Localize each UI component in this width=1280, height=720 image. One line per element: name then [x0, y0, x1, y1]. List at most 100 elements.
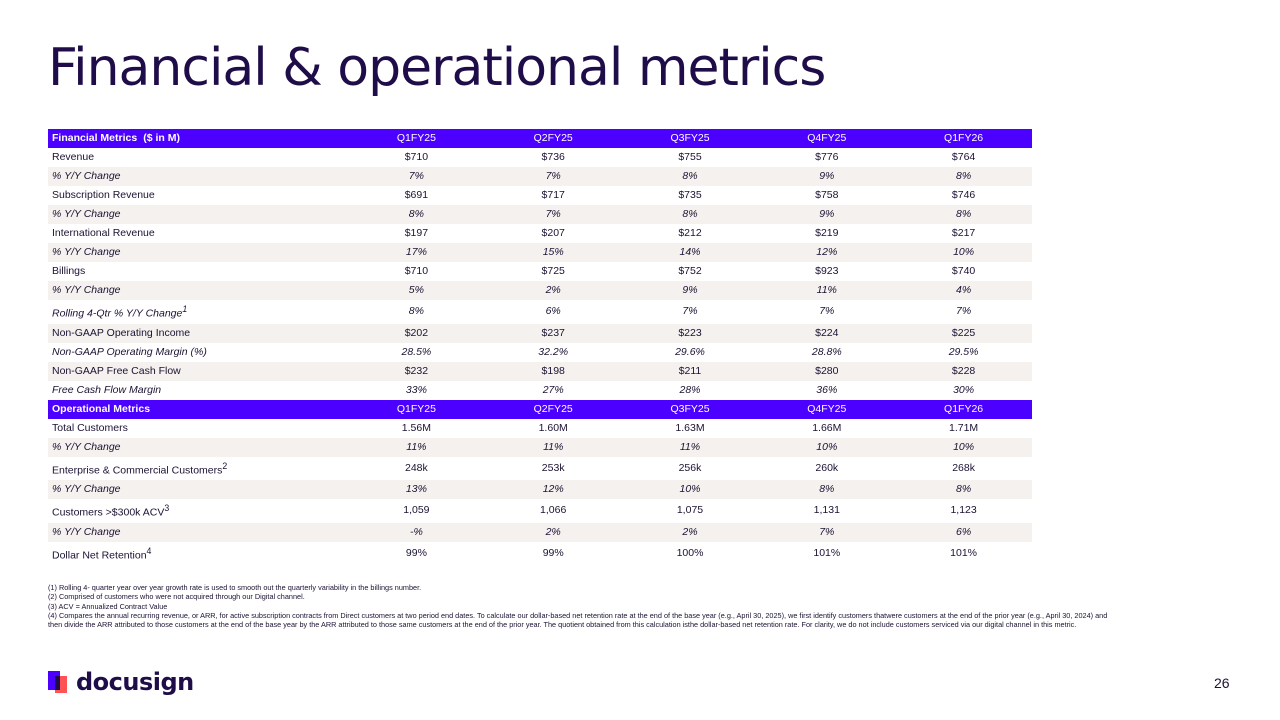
table-row: Enterprise & Commercial Customers2 248k … — [48, 457, 1032, 481]
table-cell: $232 — [404, 364, 429, 377]
table-cell: $202 — [404, 326, 429, 339]
operational-header-row: Operational Metrics Q1FY25 Q2FY25 Q3FY25… — [48, 399, 1032, 419]
table-cell: $212 — [678, 227, 702, 239]
metrics-table: Financial Metrics ($ in M) Q1FY25 Q2FY25 … — [48, 129, 1032, 565]
row-label: % Y/Y Change — [52, 284, 121, 296]
table-cell: 11% — [406, 440, 427, 453]
table-cell: 29.5% — [948, 345, 979, 358]
row-label: International Revenue — [52, 227, 155, 239]
column-header-q4fy25: Q4FY25 — [807, 402, 847, 415]
table-cell: 8% — [819, 483, 835, 495]
table-cell: 11% — [679, 440, 701, 453]
page-title: Financial & operational metrics — [48, 38, 826, 98]
table-cell: 10% — [679, 483, 701, 495]
column-header-q1fy26: Q1FY26 — [944, 402, 984, 415]
table-row: Non-GAAP Operating Income $202 $237 $223… — [48, 323, 1032, 343]
table-cell: 1,131 — [813, 504, 840, 517]
row-label: Dollar Net Retention4 — [48, 542, 348, 566]
footnote-2: (2) Comprised of customers who were not … — [48, 592, 305, 602]
page-number: 26 — [1214, 675, 1230, 691]
row-label: Customers >$300k ACV3 — [48, 499, 348, 523]
table-cell: 7% — [408, 170, 424, 182]
table-cell: $725 — [541, 265, 565, 277]
row-label: Subscription Revenue — [52, 189, 155, 201]
column-header-q4fy25: Q4FY25 — [807, 132, 847, 144]
table-cell: 10% — [816, 440, 838, 453]
table-cell: 1,059 — [403, 504, 430, 517]
table-row: Rolling 4-Qtr % Y/Y Change1 8% 6% 7% 7% … — [48, 300, 1032, 324]
table-cell: $776 — [815, 151, 839, 163]
column-header-q2fy25: Q2FY25 — [533, 402, 573, 415]
column-header-q3fy25: Q3FY25 — [670, 132, 710, 144]
table-cell: 1.60M — [538, 421, 568, 434]
table-cell: $736 — [541, 151, 565, 163]
table-cell: 7% — [682, 305, 698, 318]
row-label-text: Customers >$300k ACV — [52, 506, 165, 519]
row-label: Billings — [52, 265, 86, 277]
table-cell: 1,123 — [950, 504, 977, 517]
table-cell: 2% — [545, 525, 561, 538]
table-cell: 1,075 — [676, 504, 704, 517]
table-cell: $211 — [678, 364, 702, 377]
table-cell: 101% — [950, 546, 978, 559]
docusign-logo-icon — [48, 671, 67, 693]
row-label-text: Dollar Net Retention — [52, 549, 147, 561]
table-cell: 6% — [545, 305, 561, 318]
row-label: Non-GAAP Operating Income — [52, 326, 191, 339]
table-cell: 32.2% — [538, 345, 569, 358]
table-cell: 15% — [542, 246, 564, 258]
row-label: % Y/Y Change — [52, 440, 121, 453]
footnote-marker: 2 — [222, 460, 228, 471]
table-cell: 8% — [408, 208, 424, 220]
table-cell: 10% — [953, 246, 975, 258]
column-header-q1fy25: Q1FY25 — [396, 132, 436, 144]
table-cell: 7% — [545, 208, 561, 220]
row-label: Non-GAAP Free Cash Flow — [52, 364, 181, 377]
table-cell: -% — [409, 525, 423, 538]
footnotes: (1) Rolling 4- quarter year over year gr… — [48, 583, 1108, 629]
operational-header-label: Operational Metrics — [52, 402, 151, 415]
table-cell: 36% — [816, 383, 838, 396]
table-cell: 28% — [679, 383, 701, 396]
financial-header-unit: ($ in M) — [143, 132, 180, 144]
table-cell: 260k — [815, 461, 839, 474]
row-label: Total Customers — [52, 421, 128, 434]
table-row: Non-GAAP Operating Margin (%) 28.5% 32.2… — [48, 343, 1032, 362]
table-cell: 29.6% — [675, 345, 705, 358]
table-cell: $223 — [678, 326, 702, 339]
column-header-q1fy25: Q1FY25 — [396, 402, 436, 415]
row-label: % Y/Y Change — [52, 483, 121, 495]
table-cell: 11% — [543, 440, 564, 453]
table-row: Dollar Net Retention4 99% 99% 100% 101% … — [48, 542, 1032, 566]
row-label: % Y/Y Change — [52, 246, 121, 258]
row-label: Enterprise & Commercial Customers2 — [48, 457, 348, 481]
table-cell: $758 — [815, 189, 839, 201]
table-cell: 8% — [682, 170, 698, 182]
table-cell: 99% — [405, 546, 427, 559]
row-label: Non-GAAP Operating Margin (%) — [52, 345, 207, 358]
table-row: Non-GAAP Free Cash Flow $232 $198 $211 $… — [48, 361, 1032, 381]
table-cell: $717 — [541, 189, 565, 201]
table-row: International Revenue $197 $207 $212 $21… — [48, 224, 1032, 243]
column-header-q1fy26: Q1FY26 — [944, 132, 984, 144]
table-cell: $225 — [951, 326, 976, 339]
table-cell: 1.71M — [949, 421, 979, 434]
table-cell: 12% — [542, 483, 564, 495]
table-cell: 8% — [956, 208, 972, 220]
table-cell: 1.66M — [812, 421, 842, 434]
table-cell: $710 — [404, 265, 429, 277]
table-cell: $752 — [678, 265, 702, 277]
table-cell: $710 — [404, 151, 429, 163]
table-row: % Y/Y Change 11% 11% 11% 10% 10% — [48, 437, 1032, 457]
table-cell: 1.63M — [675, 421, 705, 434]
table-cell: $207 — [541, 227, 565, 239]
table-cell: 27% — [542, 383, 564, 396]
table-row: Subscription Revenue $691 $717 $735 $758… — [48, 186, 1032, 205]
table-cell: $740 — [951, 265, 976, 277]
table-cell: 256k — [678, 461, 702, 474]
table-cell: 28.5% — [401, 345, 432, 358]
financial-header-cell: Financial Metrics ($ in M) — [48, 129, 348, 148]
row-label: Rolling 4-Qtr % Y/Y Change1 — [48, 300, 348, 324]
table-cell: 13% — [405, 483, 427, 495]
table-cell: 8% — [956, 483, 972, 495]
